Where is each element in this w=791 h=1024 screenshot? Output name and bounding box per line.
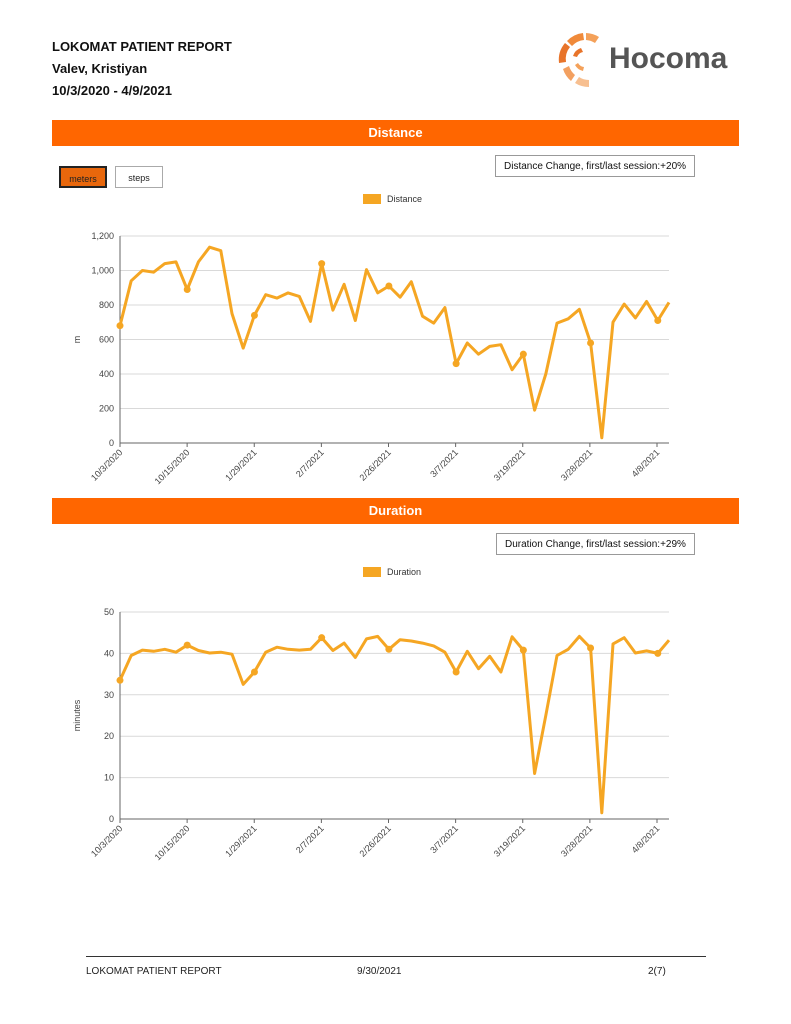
distance-data-point <box>385 282 393 290</box>
distance-xtick-label: 2/26/2021 <box>358 447 393 482</box>
duration-ytick-label: 10 <box>104 773 114 783</box>
distance-xtick-label: 2/7/2021 <box>294 447 326 479</box>
duration-data-point <box>318 634 326 642</box>
duration-xtick-label: 1/29/2021 <box>223 823 258 858</box>
distance-change-box: Distance Change, first/last session:+20% <box>495 155 696 177</box>
duration-y-axis-label: minutes <box>72 699 82 731</box>
duration-xtick-label: 3/19/2021 <box>492 823 527 858</box>
duration-ytick-label: 0 <box>109 814 114 824</box>
distance-ytick-label: 200 <box>99 404 114 414</box>
duration-data-point <box>250 668 258 676</box>
footer-page: 2(7) <box>648 966 666 977</box>
distance-section-title: Distance <box>52 120 739 146</box>
duration-legend-label: Duration <box>387 567 422 577</box>
hocoma-logo: Hocoma <box>558 33 728 88</box>
duration-xtick-label: 4/8/2021 <box>630 823 662 855</box>
footer-left: LOKOMAT PATIENT REPORT <box>86 966 222 977</box>
distance-ytick-label: 1,000 <box>91 266 114 276</box>
duration-ytick-label: 20 <box>104 731 114 741</box>
logo-text: Hocoma <box>609 42 728 75</box>
distance-xtick-label: 1/29/2021 <box>223 447 258 482</box>
steps-toggle-button[interactable]: steps <box>115 166 163 188</box>
date-range: 10/3/2020 - 4/9/2021 <box>52 83 172 98</box>
footer-date: 9/30/2021 <box>357 966 402 977</box>
distance-data-point <box>318 260 326 268</box>
distance-ytick-label: 600 <box>99 335 114 345</box>
distance-xtick-label: 10/3/2020 <box>89 447 124 482</box>
duration-xtick-label: 3/7/2021 <box>428 823 460 855</box>
duration-legend[interactable]: Duration <box>363 567 421 577</box>
duration-data-point <box>519 646 527 654</box>
distance-ytick-label: 800 <box>99 300 114 310</box>
duration-xtick-label: 2/7/2021 <box>294 823 326 855</box>
distance-data-point <box>452 360 460 368</box>
duration-data-point <box>587 644 595 652</box>
distance-data-point <box>519 350 527 358</box>
patient-name: Valev, Kristiyan <box>52 61 148 76</box>
distance-legend-swatch <box>363 194 381 204</box>
duration-section-title: Duration <box>52 498 739 524</box>
distance-series-line <box>118 245 671 440</box>
report-title: LOKOMAT PATIENT REPORT <box>52 39 232 54</box>
duration-xtick-label: 10/15/2020 <box>153 823 192 862</box>
duration-data-point <box>452 668 460 676</box>
distance-ytick-label: 400 <box>99 369 114 379</box>
distance-data-point <box>183 285 191 293</box>
distance-xtick-label: 3/7/2021 <box>428 447 460 479</box>
distance-legend[interactable]: Distance <box>363 194 422 204</box>
footer-divider <box>86 956 706 957</box>
meters-toggle-button[interactable]: meters <box>59 166 107 188</box>
distance-y-axis-label: m <box>72 336 82 344</box>
duration-xtick-label: 3/28/2021 <box>559 823 594 858</box>
distance-data-point <box>587 339 595 347</box>
duration-data-point <box>654 649 662 657</box>
distance-data-point <box>654 317 662 325</box>
distance-legend-label: Distance <box>387 194 423 204</box>
report-header: LOKOMAT PATIENT REPORT Valev, Kristiyan … <box>52 36 232 102</box>
duration-series-line <box>118 634 671 815</box>
duration-ytick-label: 30 <box>104 690 114 700</box>
distance-data-point <box>116 322 124 330</box>
duration-ytick-label: 50 <box>104 607 114 617</box>
distance-ytick-label: 1,200 <box>91 231 114 241</box>
duration-data-point <box>116 676 124 684</box>
distance-data-point <box>250 311 258 319</box>
duration-chart: 0 10 20 30 40 50 minutes 10/3/2020 10/15/2020 1/2… <box>72 607 671 862</box>
duration-change-box: Duration Change, first/last session:+29% <box>496 533 695 555</box>
distance-xtick-label: 3/19/2021 <box>492 447 527 482</box>
duration-xtick-label: 2/26/2021 <box>358 823 393 858</box>
distance-xtick-label: 3/28/2021 <box>559 447 594 482</box>
distance-ytick-label: 0 <box>109 438 114 448</box>
distance-xtick-label: 4/8/2021 <box>630 447 662 479</box>
duration-legend-swatch <box>363 567 381 577</box>
duration-data-point <box>183 641 191 649</box>
duration-xtick-label: 10/3/2020 <box>89 823 124 858</box>
distance-chart: 0 200 400 600 800 1,000 1,200 m 10/3/2020 10/15/2… <box>72 231 671 486</box>
duration-ytick-label: 40 <box>104 648 114 658</box>
distance-xtick-label: 10/15/2020 <box>153 447 192 486</box>
duration-data-point <box>385 645 393 653</box>
